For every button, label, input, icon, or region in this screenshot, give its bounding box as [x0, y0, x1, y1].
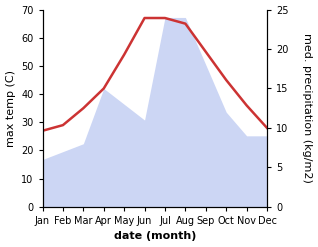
Y-axis label: med. precipitation (kg/m2): med. precipitation (kg/m2) — [302, 33, 313, 183]
X-axis label: date (month): date (month) — [114, 231, 196, 242]
Y-axis label: max temp (C): max temp (C) — [5, 70, 16, 147]
